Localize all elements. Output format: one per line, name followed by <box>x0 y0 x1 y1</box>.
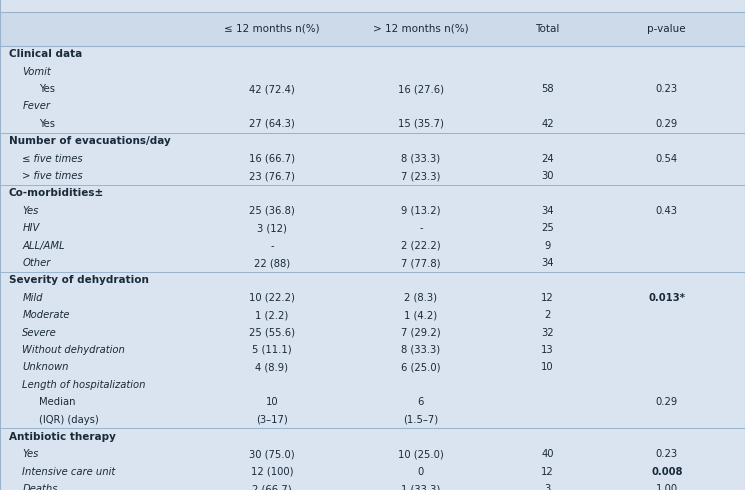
Text: 1.00: 1.00 <box>656 484 678 490</box>
Text: 7 (23.3): 7 (23.3) <box>402 171 440 181</box>
Text: Total: Total <box>536 24 559 34</box>
Text: 30: 30 <box>542 171 554 181</box>
Text: 2 (66.7): 2 (66.7) <box>252 484 292 490</box>
Text: 0.23: 0.23 <box>656 449 678 459</box>
Text: 7 (77.8): 7 (77.8) <box>401 258 441 268</box>
Text: 10: 10 <box>266 397 278 407</box>
Text: Fever: Fever <box>22 101 51 111</box>
Text: 16 (66.7): 16 (66.7) <box>249 154 295 164</box>
Text: Yes: Yes <box>22 206 39 216</box>
Text: ≤ five times: ≤ five times <box>22 154 83 164</box>
Text: ALL/AML: ALL/AML <box>22 241 65 250</box>
Text: 42: 42 <box>542 119 554 129</box>
Text: 12: 12 <box>541 467 554 477</box>
Text: 12 (100): 12 (100) <box>250 467 294 477</box>
Text: (1.5–7): (1.5–7) <box>403 415 439 424</box>
Text: 0: 0 <box>418 467 424 477</box>
Text: Length of hospitalization: Length of hospitalization <box>22 380 146 390</box>
Text: Deaths: Deaths <box>22 484 58 490</box>
Text: 9: 9 <box>545 241 551 250</box>
Text: 1 (2.2): 1 (2.2) <box>256 310 288 320</box>
Text: 27 (64.3): 27 (64.3) <box>249 119 295 129</box>
Text: 22 (88): 22 (88) <box>254 258 290 268</box>
Text: 1 (33.3): 1 (33.3) <box>402 484 440 490</box>
Text: 8 (33.3): 8 (33.3) <box>402 345 440 355</box>
Text: Moderate: Moderate <box>22 310 70 320</box>
Text: Severity of dehydration: Severity of dehydration <box>9 275 149 285</box>
Text: 7 (29.2): 7 (29.2) <box>401 328 441 338</box>
Text: 34: 34 <box>542 258 554 268</box>
Text: 24: 24 <box>542 154 554 164</box>
Text: -: - <box>270 241 273 250</box>
Text: 10 (25.0): 10 (25.0) <box>398 449 444 459</box>
Text: > 12 months n(%): > 12 months n(%) <box>373 24 469 34</box>
Text: 2 (8.3): 2 (8.3) <box>405 293 437 303</box>
Text: 0.54: 0.54 <box>656 154 678 164</box>
Text: ≤ 12 months n(%): ≤ 12 months n(%) <box>224 24 320 34</box>
Text: 9 (13.2): 9 (13.2) <box>401 206 441 216</box>
Text: (3–17): (3–17) <box>256 415 288 424</box>
Text: 10 (22.2): 10 (22.2) <box>249 293 295 303</box>
Text: 3: 3 <box>545 484 551 490</box>
Text: Severe: Severe <box>22 328 57 338</box>
Text: 8 (33.3): 8 (33.3) <box>402 154 440 164</box>
Text: Clinical data: Clinical data <box>9 49 82 59</box>
Text: 0.23: 0.23 <box>656 84 678 94</box>
Text: Vomit: Vomit <box>22 67 51 76</box>
Text: Intensive care unit: Intensive care unit <box>22 467 115 477</box>
Text: 0.013*: 0.013* <box>648 293 685 303</box>
Text: Unknown: Unknown <box>22 363 69 372</box>
Text: Without dehydration: Without dehydration <box>22 345 125 355</box>
Text: Co-morbidities±: Co-morbidities± <box>9 189 104 198</box>
Text: 15 (35.7): 15 (35.7) <box>398 119 444 129</box>
Text: 25 (36.8): 25 (36.8) <box>249 206 295 216</box>
Text: Yes: Yes <box>22 449 39 459</box>
Text: 40: 40 <box>542 449 554 459</box>
Text: > five times: > five times <box>22 171 83 181</box>
Text: 13: 13 <box>542 345 554 355</box>
Text: 0.29: 0.29 <box>656 119 678 129</box>
Text: Antibiotic therapy: Antibiotic therapy <box>9 432 115 442</box>
Text: HIV: HIV <box>22 223 39 233</box>
Bar <box>0 12 745 46</box>
Text: 6 (25.0): 6 (25.0) <box>401 363 441 372</box>
Text: 25 (55.6): 25 (55.6) <box>249 328 295 338</box>
Text: 58: 58 <box>542 84 554 94</box>
Text: -: - <box>419 223 422 233</box>
Text: 23 (76.7): 23 (76.7) <box>249 171 295 181</box>
Text: Number of evacuations/day: Number of evacuations/day <box>9 136 171 146</box>
Text: 1 (4.2): 1 (4.2) <box>405 310 437 320</box>
Text: Mild: Mild <box>22 293 43 303</box>
Text: 6: 6 <box>418 397 424 407</box>
Text: 30 (75.0): 30 (75.0) <box>249 449 295 459</box>
Text: 0.008: 0.008 <box>651 467 682 477</box>
Text: Yes: Yes <box>39 119 54 129</box>
Text: p-value: p-value <box>647 24 686 34</box>
Text: 5 (11.1): 5 (11.1) <box>252 345 292 355</box>
Text: Yes: Yes <box>39 84 54 94</box>
Text: 2: 2 <box>545 310 551 320</box>
Text: 0.43: 0.43 <box>656 206 678 216</box>
Text: 34: 34 <box>542 206 554 216</box>
Text: 12: 12 <box>541 293 554 303</box>
Text: 16 (27.6): 16 (27.6) <box>398 84 444 94</box>
Text: Other: Other <box>22 258 51 268</box>
Text: (IQR) (days): (IQR) (days) <box>39 415 98 424</box>
Text: 0.29: 0.29 <box>656 397 678 407</box>
Text: 10: 10 <box>542 363 554 372</box>
Text: 3 (12): 3 (12) <box>257 223 287 233</box>
Text: 4 (8.9): 4 (8.9) <box>256 363 288 372</box>
Text: 42 (72.4): 42 (72.4) <box>249 84 295 94</box>
Text: 25: 25 <box>541 223 554 233</box>
Text: 32: 32 <box>542 328 554 338</box>
Text: 2 (22.2): 2 (22.2) <box>401 241 441 250</box>
Text: Median: Median <box>39 397 75 407</box>
